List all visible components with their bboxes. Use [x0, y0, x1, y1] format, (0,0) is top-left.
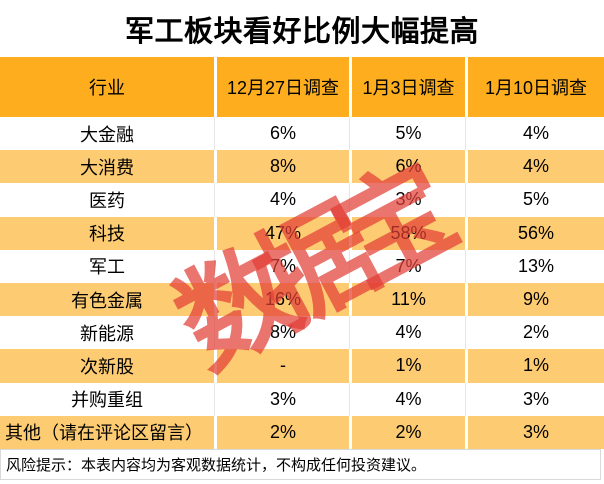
industry-cell: 科技 [0, 216, 214, 250]
industry-cell: 军工 [0, 249, 214, 283]
table-row: 新能源 8% 4% 2% [0, 316, 604, 350]
table-row: 其他（请在评论区留言） 2% 2% 3% [0, 415, 604, 449]
industry-cell: 大金融 [0, 117, 214, 151]
value-cell: 7% [217, 249, 349, 283]
industry-cell: 其他（请在评论区留言） [0, 415, 214, 449]
value-cell: 11% [352, 282, 465, 317]
value-cell: 3% [217, 382, 349, 416]
value-cell: 16% [217, 282, 349, 317]
value-cell: 6% [217, 117, 349, 151]
industry-cell: 医药 [0, 183, 214, 217]
header-industry: 行业 [0, 57, 214, 117]
industry-cell: 大消费 [0, 150, 214, 184]
value-cell: 4% [352, 382, 465, 416]
value-cell: 1% [468, 349, 604, 383]
value-cell: 1% [352, 349, 465, 383]
table-row: 军工 7% 7% 13% [0, 249, 604, 283]
value-cell: 3% [468, 415, 604, 449]
value-cell: 6% [352, 150, 465, 184]
header-survey-jan10: 1月10日调查 [468, 57, 604, 117]
page-title: 军工板块看好比例大幅提高 [124, 15, 479, 48]
table-row: 次新股 -1% 1% [0, 349, 604, 383]
industry-cell: 次新股 [0, 349, 214, 383]
value-cell: 3% [468, 382, 604, 416]
value-cell: 8% [217, 150, 349, 184]
table-row: 科技 47% 58% 56% [0, 216, 604, 250]
value-cell: 2% [352, 415, 465, 449]
industry-cell: 新能源 [0, 316, 214, 350]
table-row: 大金融 6% 5% 4% [0, 117, 604, 151]
risk-note: 风险提示：本表内容均为客观数据统计，不构成任何投资建议。 [0, 448, 601, 480]
header-survey-dec27: 12月27日调查 [217, 57, 349, 117]
table-row: 并购重组 3% 4% 3% [0, 382, 604, 416]
header-survey-jan3: 1月3日调查 [352, 57, 465, 117]
value-cell: 58% [352, 216, 465, 250]
value-cell: 13% [468, 249, 604, 283]
value-cell: 2% [468, 316, 604, 350]
value-cell: - [217, 349, 349, 383]
value-cell: 5% [468, 183, 604, 217]
value-cell: 3% [352, 183, 465, 217]
industry-cell: 有色金属 [0, 282, 214, 317]
value-cell: 56% [468, 216, 604, 250]
value-cell: 4% [217, 183, 349, 217]
table-header-row: 行业 12月27日调查 1月3日调查 1月10日调查 [0, 57, 604, 117]
value-cell: 9% [468, 282, 604, 317]
value-cell: 47% [217, 216, 349, 250]
value-cell: 7% [352, 249, 465, 283]
table-body: 大金融 6% 5% 4% 大消费 8% 6% 4% 医药 4% 3% 5% 科技 47% 58% 56% 军工 7… [0, 117, 604, 449]
value-cell: 2% [217, 415, 349, 449]
value-cell: 8% [217, 316, 349, 350]
value-cell: 4% [468, 117, 604, 151]
industry-cell: 并购重组 [0, 382, 214, 416]
value-cell: 5% [352, 117, 465, 151]
table-row: 有色金属 16% 11% 9% [0, 282, 604, 317]
value-cell: 4% [352, 316, 465, 350]
table-row: 大消费 8% 6% 4% [0, 150, 604, 184]
table-row: 医药 4% 3% 5% [0, 183, 604, 217]
value-cell: 4% [468, 150, 604, 184]
